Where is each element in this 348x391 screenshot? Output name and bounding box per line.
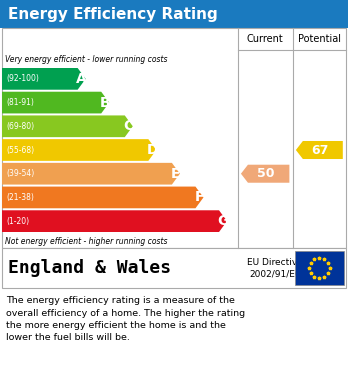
Text: Very energy efficient - lower running costs: Very energy efficient - lower running co…: [5, 56, 167, 65]
Text: B: B: [100, 95, 111, 109]
Text: 50: 50: [258, 167, 275, 180]
Text: England & Wales: England & Wales: [8, 259, 171, 277]
Text: (1-20): (1-20): [6, 217, 29, 226]
Text: G: G: [218, 214, 229, 228]
Text: C: C: [124, 119, 134, 133]
Polygon shape: [2, 139, 156, 161]
Polygon shape: [2, 115, 133, 137]
Text: Energy Efficiency Rating: Energy Efficiency Rating: [8, 7, 218, 22]
Text: 67: 67: [312, 143, 329, 156]
Bar: [0, 0, 348, 28]
Text: The energy efficiency rating is a measure of the
overall efficiency of a home. T: The energy efficiency rating is a measur…: [6, 296, 245, 343]
Text: A: A: [76, 72, 87, 86]
Text: Current: Current: [247, 34, 284, 44]
Text: (81-91): (81-91): [6, 98, 34, 107]
Bar: [2, 248, 346, 288]
Text: E: E: [171, 167, 181, 181]
Text: Potential: Potential: [298, 34, 341, 44]
Polygon shape: [2, 187, 204, 208]
Text: (92-100): (92-100): [6, 74, 39, 83]
Polygon shape: [2, 68, 86, 90]
Text: Not energy efficient - higher running costs: Not energy efficient - higher running co…: [5, 237, 167, 246]
Text: (39-54): (39-54): [6, 169, 34, 178]
Bar: [2, 28, 346, 248]
Text: (69-80): (69-80): [6, 122, 34, 131]
Polygon shape: [2, 210, 227, 232]
Bar: [295, 251, 344, 285]
Text: (21-38): (21-38): [6, 193, 34, 202]
Polygon shape: [2, 163, 180, 185]
Text: D: D: [147, 143, 158, 157]
Polygon shape: [2, 92, 109, 113]
Polygon shape: [241, 165, 290, 183]
Polygon shape: [296, 141, 343, 159]
Text: (55-68): (55-68): [6, 145, 34, 154]
Text: EU Directive
2002/91/EC: EU Directive 2002/91/EC: [247, 258, 303, 278]
Text: F: F: [195, 190, 204, 204]
